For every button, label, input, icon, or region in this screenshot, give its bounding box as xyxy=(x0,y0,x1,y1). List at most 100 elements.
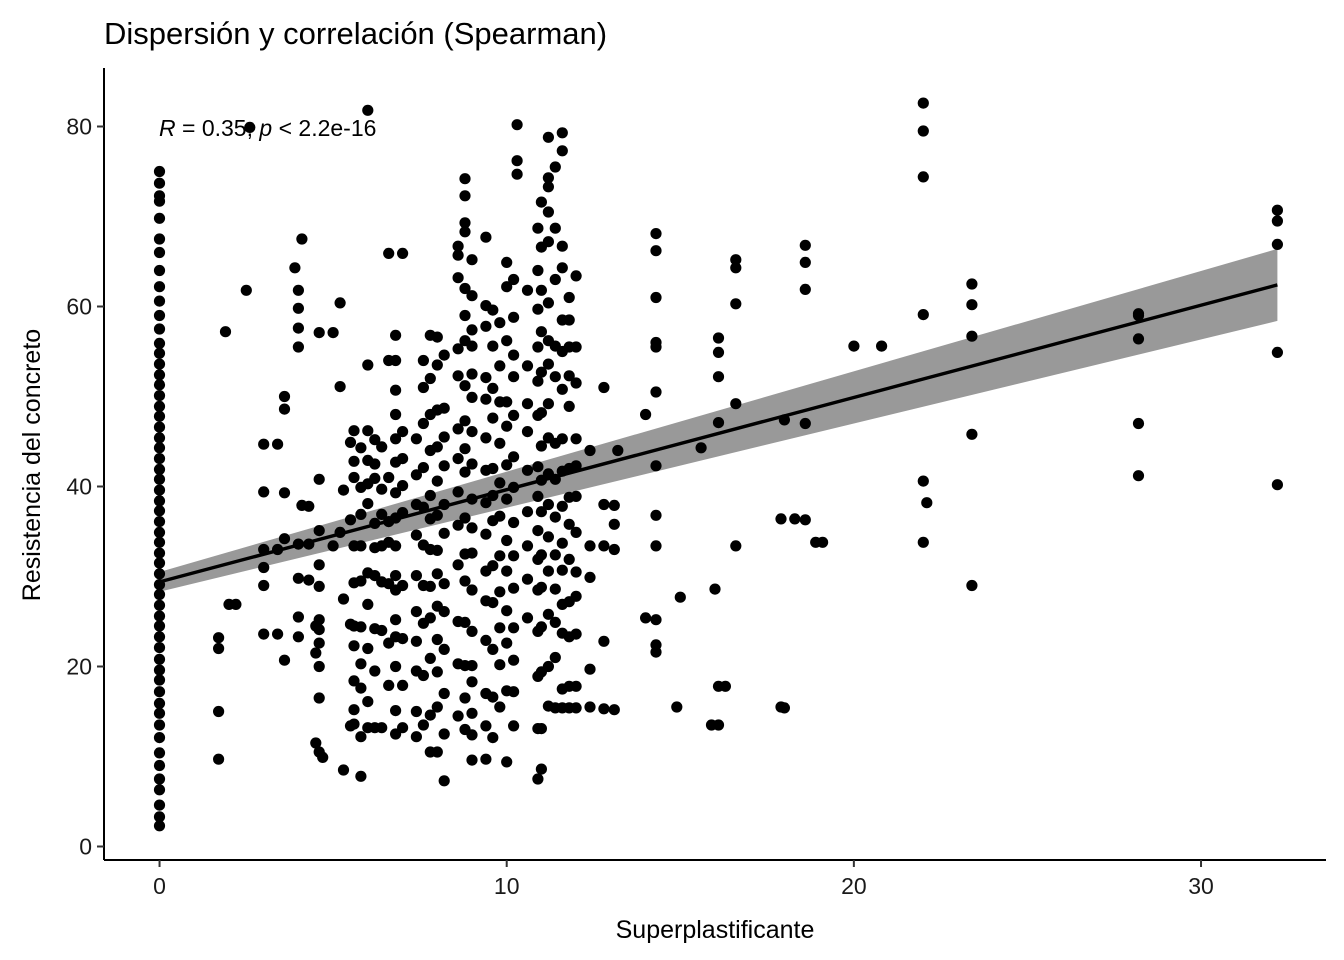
data-point xyxy=(153,664,166,676)
data-point xyxy=(501,459,513,471)
data-point xyxy=(542,358,555,370)
data-point xyxy=(608,704,620,716)
data-point xyxy=(556,240,568,252)
data-point xyxy=(459,282,471,295)
data-point xyxy=(355,731,367,743)
data-point xyxy=(278,487,291,499)
data-point xyxy=(521,398,534,410)
data-point xyxy=(153,233,166,245)
data-point xyxy=(292,284,304,296)
data-point xyxy=(369,434,381,446)
data-point xyxy=(570,490,582,502)
data-point xyxy=(535,723,548,735)
data-point xyxy=(507,371,520,383)
data-point xyxy=(542,206,555,218)
y-axis-title: Resistencia del concreto xyxy=(18,329,46,601)
data-point xyxy=(480,432,492,444)
data-point xyxy=(507,273,520,286)
correlation-annotation: R = 0.35, p < 2.2e-16 xyxy=(159,115,376,141)
data-point xyxy=(153,653,166,665)
data-point xyxy=(438,687,450,700)
data-point xyxy=(507,409,520,421)
regression-line-layer xyxy=(159,283,1278,584)
data-point xyxy=(337,593,350,605)
data-point xyxy=(532,341,544,353)
data-point xyxy=(397,247,409,259)
data-point xyxy=(466,625,478,638)
data-point xyxy=(438,728,450,740)
data-point xyxy=(521,540,534,552)
data-point xyxy=(487,691,499,703)
data-point xyxy=(459,309,471,322)
data-point xyxy=(310,737,322,749)
data-point xyxy=(532,375,544,387)
data-point xyxy=(390,384,402,396)
data-point xyxy=(466,754,478,766)
data-point xyxy=(507,349,520,361)
data-point xyxy=(376,508,388,520)
data-point xyxy=(494,701,506,713)
data-point xyxy=(466,584,478,596)
data-point xyxy=(570,590,582,602)
data-point xyxy=(230,598,242,611)
data-point xyxy=(452,272,464,284)
data-point xyxy=(153,707,166,719)
data-point xyxy=(466,707,478,719)
data-point xyxy=(480,372,492,384)
data-point xyxy=(480,753,492,765)
data-point xyxy=(362,598,374,611)
data-point xyxy=(532,222,544,234)
data-point xyxy=(507,582,520,594)
data-point xyxy=(317,751,329,764)
data-point xyxy=(424,580,436,593)
data-point xyxy=(966,579,978,592)
p-value-text: < 2.2e-16 xyxy=(272,115,376,141)
data-point xyxy=(153,784,166,796)
data-point xyxy=(452,710,464,722)
y-tick-label: 20 xyxy=(66,654,92,680)
data-point xyxy=(296,233,308,245)
data-point xyxy=(376,483,388,495)
data-point xyxy=(584,540,596,552)
data-point xyxy=(362,642,374,655)
data-point xyxy=(313,637,325,649)
data-point xyxy=(671,701,683,713)
data-point xyxy=(289,262,301,274)
data-point xyxy=(487,412,499,424)
data-point xyxy=(292,322,304,334)
data-point xyxy=(542,236,555,248)
axes-layer: 0 20 40 60 80 0 10 20 30 xyxy=(66,68,1326,899)
data-point xyxy=(521,284,534,296)
data-point xyxy=(153,495,166,507)
data-point xyxy=(501,335,513,347)
data-point xyxy=(556,145,568,157)
data-point xyxy=(650,386,662,398)
data-point xyxy=(799,514,811,526)
data-point xyxy=(153,212,166,224)
data-point xyxy=(153,719,166,731)
data-point xyxy=(438,527,450,539)
data-point xyxy=(494,437,506,449)
data-point xyxy=(410,469,422,481)
data-point xyxy=(244,121,256,133)
data-point xyxy=(153,295,166,307)
data-point xyxy=(466,676,478,688)
y-tick-label: 0 xyxy=(79,834,92,860)
data-point xyxy=(452,423,464,435)
data-point xyxy=(480,497,492,509)
data-point xyxy=(535,621,548,633)
data-point xyxy=(424,372,436,385)
data-point xyxy=(542,531,555,543)
data-point xyxy=(348,425,360,437)
data-point xyxy=(466,458,478,470)
x-tick-label: 30 xyxy=(1188,873,1214,899)
data-point xyxy=(383,679,395,692)
data-point xyxy=(570,460,582,472)
data-point xyxy=(153,421,166,433)
data-point xyxy=(570,433,582,445)
data-point xyxy=(153,557,166,569)
data-point xyxy=(917,171,929,183)
data-point xyxy=(556,383,568,395)
data-point xyxy=(153,369,166,381)
data-point xyxy=(507,686,520,698)
